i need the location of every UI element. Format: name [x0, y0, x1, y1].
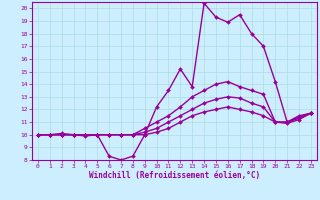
X-axis label: Windchill (Refroidissement éolien,°C): Windchill (Refroidissement éolien,°C): [89, 171, 260, 180]
